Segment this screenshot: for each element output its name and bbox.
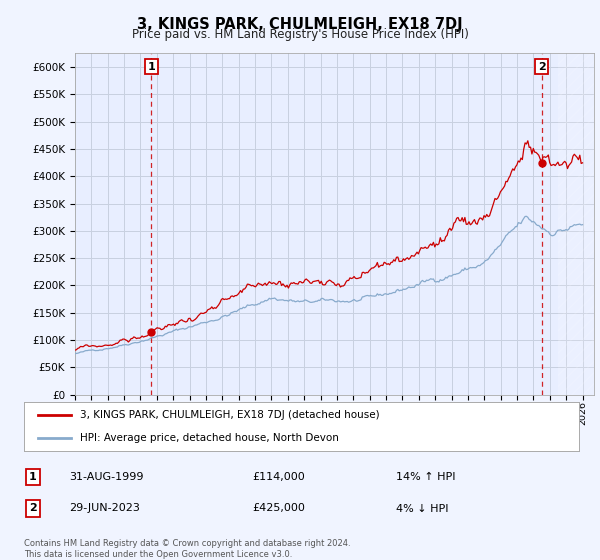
Text: 1: 1 (29, 472, 37, 482)
Text: Contains HM Land Registry data © Crown copyright and database right 2024.
This d: Contains HM Land Registry data © Crown c… (24, 539, 350, 559)
Text: 31-AUG-1999: 31-AUG-1999 (69, 472, 143, 482)
Text: 3, KINGS PARK, CHULMLEIGH, EX18 7DJ (detached house): 3, KINGS PARK, CHULMLEIGH, EX18 7DJ (det… (79, 410, 379, 420)
Text: 2: 2 (29, 503, 37, 514)
Text: HPI: Average price, detached house, North Devon: HPI: Average price, detached house, Nort… (79, 433, 338, 444)
Text: 3, KINGS PARK, CHULMLEIGH, EX18 7DJ: 3, KINGS PARK, CHULMLEIGH, EX18 7DJ (137, 17, 463, 32)
Text: 4% ↓ HPI: 4% ↓ HPI (396, 503, 449, 514)
Text: £114,000: £114,000 (252, 472, 305, 482)
Text: 29-JUN-2023: 29-JUN-2023 (69, 503, 140, 514)
Text: 14% ↑ HPI: 14% ↑ HPI (396, 472, 455, 482)
Text: 1: 1 (148, 62, 155, 72)
Text: Price paid vs. HM Land Registry's House Price Index (HPI): Price paid vs. HM Land Registry's House … (131, 28, 469, 41)
Text: £425,000: £425,000 (252, 503, 305, 514)
Text: 2: 2 (538, 62, 545, 72)
